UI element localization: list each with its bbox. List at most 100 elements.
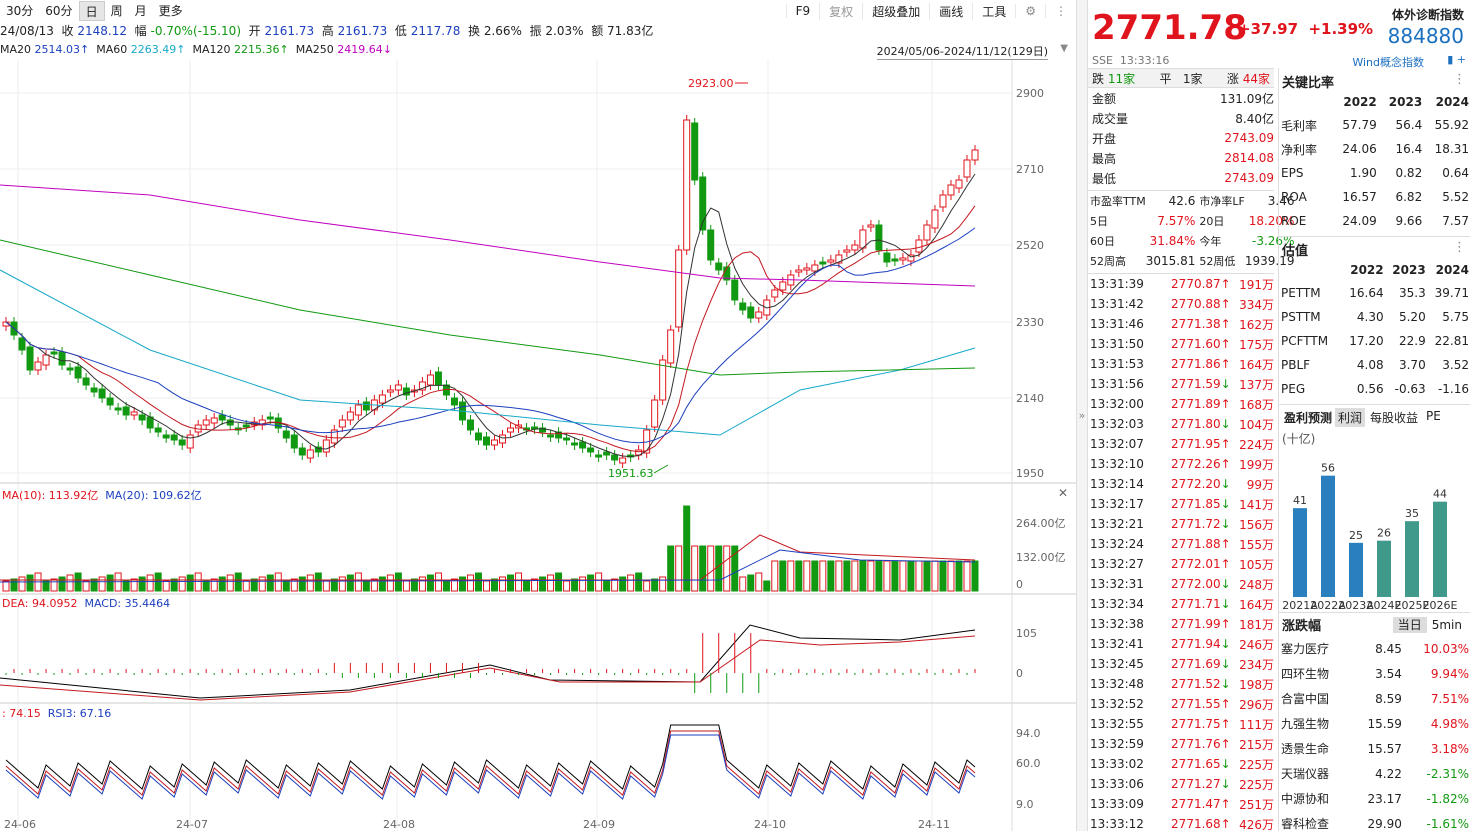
ratio-value: 3.52	[1442, 358, 1469, 372]
close-panel-icon[interactable]: ✕	[1058, 486, 1069, 500]
ratio-value: 6.82	[1395, 190, 1423, 204]
volume-bar	[418, 576, 426, 592]
info-close: 2148.12	[77, 24, 128, 38]
range-dropdown-icon[interactable]: ▼	[1060, 43, 1068, 54]
volume-bar	[851, 560, 859, 592]
y-tick-label: 2330	[1016, 316, 1044, 329]
tick-row: 13:32:45 2771.69↓ 234万	[1090, 654, 1274, 674]
mover-row[interactable]: 中源协和 23.17 -1.82%	[1281, 786, 1469, 811]
ratio-row: PSTTM 4.30 5.20 5.75	[1281, 305, 1469, 329]
candle-body	[474, 432, 482, 441]
wind-concept-link[interactable]: Wind概念指数	[1352, 56, 1424, 69]
volume-bar	[290, 578, 298, 592]
period-month[interactable]: 月	[134, 4, 147, 18]
date-range[interactable]: 2024/05/06-2024/11/12(129日)	[876, 45, 1048, 60]
volume-bar	[691, 545, 699, 592]
volume-bar	[859, 560, 867, 592]
ratio-value: -0.63	[1394, 382, 1426, 396]
tick-row: 13:33:09 2771.47↑ 251万	[1090, 794, 1274, 814]
f9-button[interactable]: F9	[785, 4, 820, 18]
volume-bar	[202, 580, 210, 592]
val-label: 60日	[1090, 235, 1115, 248]
candle-body	[915, 239, 923, 253]
period-day[interactable]: 日	[78, 1, 105, 21]
tick-time: 13:33:09	[1090, 797, 1144, 811]
candle-body	[891, 258, 899, 262]
candle-body	[603, 451, 611, 456]
mover-row[interactable]: 合富中国 8.59 7.51%	[1281, 686, 1469, 711]
tick-row: 13:32:17 2771.85↓ 141万	[1090, 494, 1274, 514]
candle-body	[667, 329, 675, 364]
year-header: 2022	[1343, 95, 1377, 109]
ma5-line	[5, 173, 976, 458]
val-value: -3.26%	[1252, 234, 1295, 248]
mover-row[interactable]: 透景生命 15.57 3.18%	[1281, 736, 1469, 761]
stat-value: 131.09亿	[1220, 91, 1274, 106]
ratio-value: 4.08	[1356, 358, 1384, 372]
tick-row: 13:31:39 2770.87↑ 191万	[1090, 274, 1274, 294]
candle-body	[26, 346, 34, 371]
adjust-button[interactable]: 复权	[819, 2, 862, 20]
candle-body	[571, 442, 579, 446]
tick-price: 2771.27↓	[1171, 777, 1231, 791]
mover-row[interactable]: 四环生物 3.54 9.94%	[1281, 661, 1469, 686]
candle-body	[747, 306, 755, 319]
panel-icons[interactable]: ▮ +	[1447, 53, 1466, 66]
tick-row: 13:31:42 2770.88↑ 334万	[1090, 294, 1274, 314]
period-60min[interactable]: 60分	[45, 4, 73, 18]
year-header: 2023	[1392, 263, 1426, 277]
candle-body	[306, 449, 314, 459]
high-marker: 2923.00	[688, 77, 734, 90]
draw-button[interactable]: 画线	[929, 2, 972, 20]
tools-button[interactable]: 工具	[972, 2, 1015, 20]
candle-body	[595, 454, 603, 458]
period-more[interactable]: 更多	[158, 4, 183, 18]
volume-bar	[947, 560, 955, 592]
candle-body	[771, 289, 779, 298]
ratio-value: 24.06	[1342, 142, 1377, 156]
period-30min[interactable]: 30分	[6, 4, 34, 18]
index-name: 体外诊断指数	[1391, 8, 1464, 22]
estimates-table: 2022 2023 2024 PETTM 16.64 35.3 39.71 PSTTM 4.30…	[1281, 259, 1469, 401]
tick-row: 13:32:21 2771.72↓ 156万	[1090, 514, 1274, 534]
tick-volume: 248万	[1239, 577, 1274, 592]
overlay-button[interactable]: 超级叠加	[862, 2, 929, 20]
forecast-bar	[1405, 521, 1419, 597]
candle-body	[66, 367, 74, 371]
tick-volume: 155万	[1239, 537, 1274, 552]
mover-change: 3.18%	[1430, 741, 1469, 756]
tick-time: 13:32:21	[1090, 517, 1144, 531]
tick-table: 13:31:39 2770.87↑ 191万 13:31:42 2770.88↑ 334万…	[1090, 274, 1274, 831]
tab-forecast[interactable]: 盈利预测	[1284, 411, 1333, 425]
tab-pe[interactable]: PE	[1426, 409, 1441, 423]
chart-area[interactable]: 30分 60分 日 周 月 更多 F9 复权 超级叠加 画线 工具 ⚙ ⋮ 24…	[0, 0, 1076, 831]
tab-5min[interactable]: 5min	[1431, 618, 1462, 632]
volume-bar	[531, 578, 539, 592]
mover-row[interactable]: 九强生物 15.59 4.98%	[1281, 711, 1469, 736]
mover-row[interactable]: 塞力医疗 8.45 10.03%	[1281, 636, 1469, 661]
tab-profit[interactable]: 利润	[1335, 408, 1366, 427]
y-tick-label: 2520	[1016, 239, 1044, 252]
volume-bar	[250, 578, 258, 592]
candle-body	[130, 411, 138, 416]
more-icon[interactable]: ⋮	[1045, 4, 1076, 18]
candle-body	[851, 244, 859, 251]
tick-time: 13:32:34	[1090, 597, 1144, 611]
tab-eps[interactable]: 每股收益	[1370, 411, 1419, 425]
mover-row[interactable]: 天瑞仪器 4.22 -2.31%	[1281, 761, 1469, 786]
ratios-table: 2022 2023 2024 毛利率 57.79 56.4 55.92 净利率 24.06 16.…	[1281, 91, 1469, 233]
volume-bar	[907, 560, 915, 592]
tick-volume: 191万	[1239, 277, 1274, 292]
collapse-panel-button[interactable]: »	[1076, 0, 1088, 831]
mover-price: 8.59	[1375, 691, 1402, 706]
tick-time: 13:32:48	[1090, 677, 1144, 691]
info-open: 2161.73	[264, 24, 315, 38]
settings-icon[interactable]: ⚙	[1015, 4, 1045, 18]
period-week[interactable]: 周	[110, 4, 123, 18]
candle-body	[875, 224, 883, 251]
tab-today[interactable]: 当日	[1392, 617, 1427, 633]
tick-time: 13:32:41	[1090, 637, 1144, 651]
val-value: 7.57%	[1157, 214, 1196, 228]
mover-row[interactable]: 睿科检查 29.90 -1.61%	[1281, 811, 1469, 831]
candle-body	[563, 437, 571, 441]
